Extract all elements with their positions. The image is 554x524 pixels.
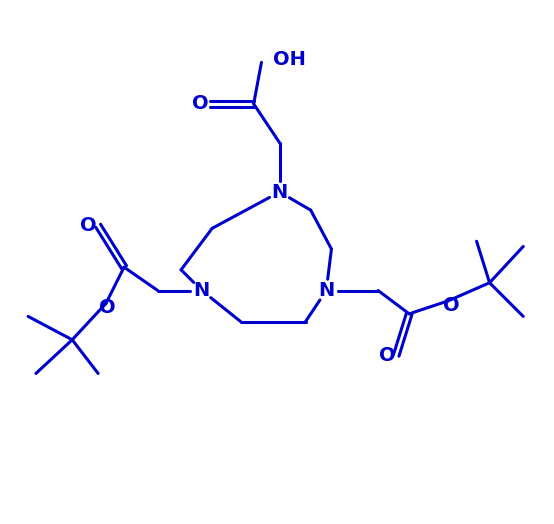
- Text: N: N: [271, 182, 288, 202]
- Text: N: N: [318, 281, 335, 300]
- Text: O: O: [192, 94, 209, 113]
- Text: O: O: [80, 216, 97, 235]
- Text: O: O: [378, 346, 395, 365]
- Text: O: O: [99, 298, 116, 317]
- Text: O: O: [443, 296, 459, 314]
- Text: OH: OH: [273, 50, 306, 69]
- Text: N: N: [194, 281, 210, 300]
